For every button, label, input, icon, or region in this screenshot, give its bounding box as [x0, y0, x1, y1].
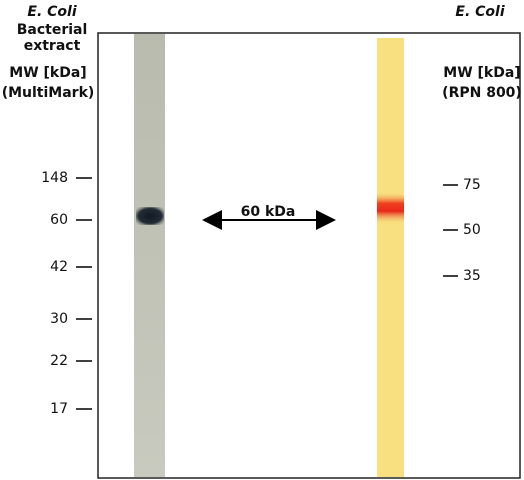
- right-marker-label: 50: [463, 222, 481, 238]
- left-marker-label: 22: [50, 353, 68, 369]
- left-marker-name: (MultiMark): [2, 85, 95, 101]
- left-marker-label: 30: [50, 311, 68, 327]
- left-lane: [134, 34, 165, 477]
- left-organism: E. Coli: [27, 4, 76, 20]
- right-marker-label: 35: [463, 268, 481, 284]
- left-marker-label: 60: [50, 212, 68, 228]
- left-line1: Bacterial: [17, 22, 88, 38]
- left-band: [136, 207, 164, 225]
- right-band: [377, 192, 404, 224]
- left-line2: extract: [24, 38, 81, 54]
- right-lane: [377, 38, 404, 477]
- right-marker-name: (RPN 800): [442, 85, 522, 101]
- left-marker-label: 42: [50, 259, 68, 275]
- right-organism: E. Coli: [455, 4, 504, 20]
- right-unit: MW [kDa]: [443, 65, 520, 81]
- frame: [97, 32, 521, 479]
- left-marker-label: 17: [50, 401, 68, 417]
- right-marker-label: 75: [463, 177, 481, 193]
- left-marker-label: 148: [41, 170, 68, 186]
- annotation: 60 kDa: [241, 204, 296, 220]
- left-unit: MW [kDa]: [9, 65, 86, 81]
